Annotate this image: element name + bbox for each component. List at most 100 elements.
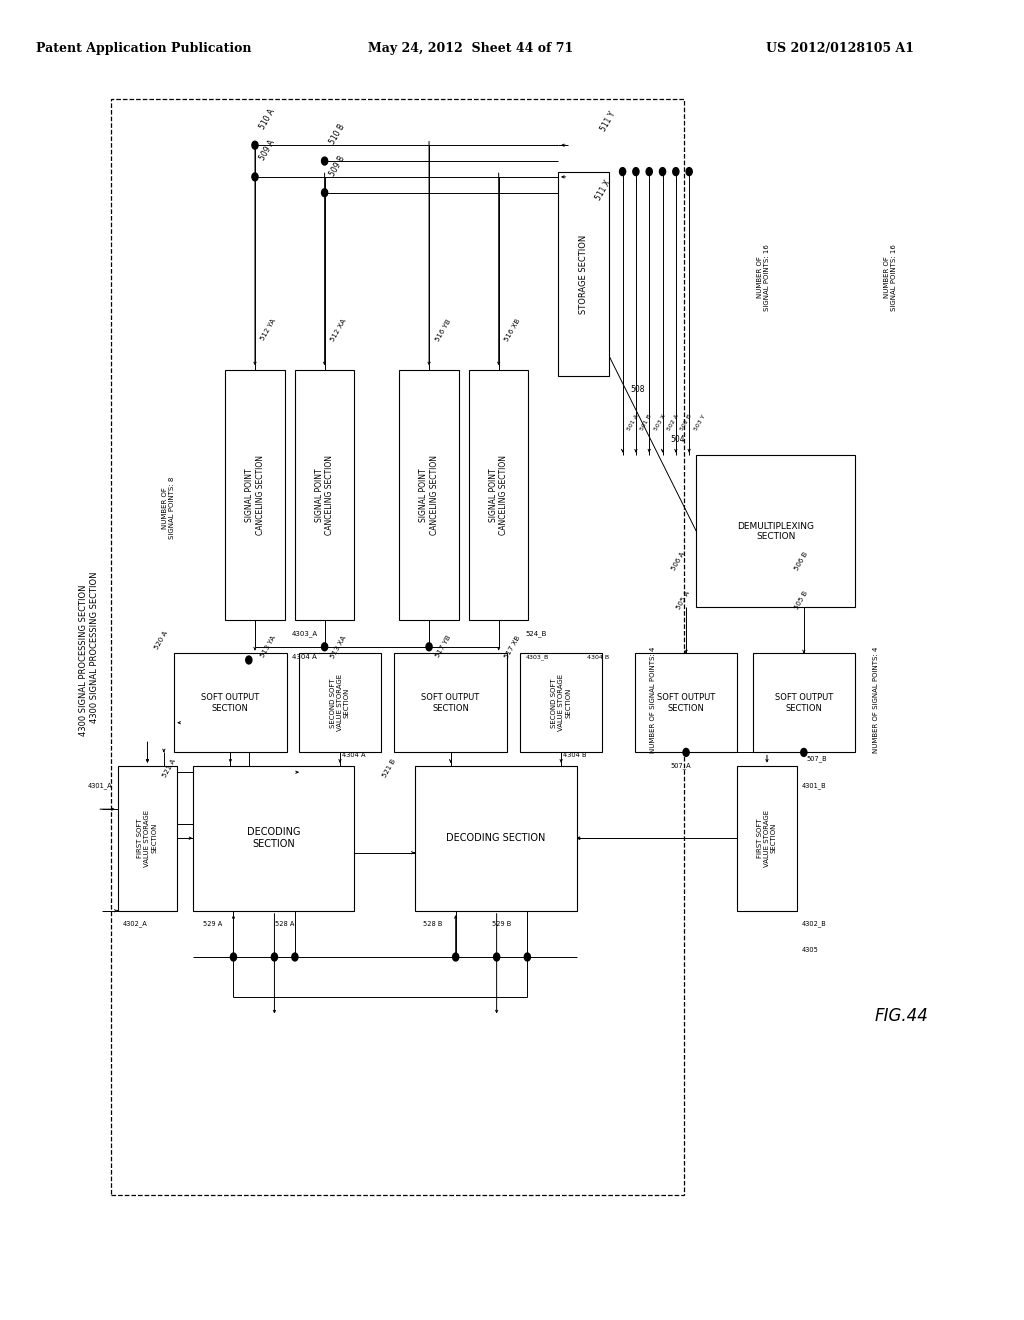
FancyBboxPatch shape [295, 370, 354, 620]
Text: 507_A: 507_A [671, 762, 691, 770]
Circle shape [246, 656, 252, 664]
Text: 4301_A: 4301_A [88, 781, 113, 789]
Circle shape [494, 953, 500, 961]
Circle shape [271, 953, 278, 961]
Circle shape [524, 953, 530, 961]
Text: 503 X: 503 X [653, 413, 667, 432]
Circle shape [633, 168, 639, 176]
Text: SOFT OUTPUT
SECTION: SOFT OUTPUT SECTION [422, 693, 479, 713]
Text: 4302_A: 4302_A [123, 920, 147, 928]
Text: SIGNAL POINT
CANCELING SECTION: SIGNAL POINT CANCELING SECTION [489, 455, 508, 535]
Circle shape [322, 643, 328, 651]
Text: FIRST SOFT
VALUE STORAGE
SECTION: FIRST SOFT VALUE STORAGE SECTION [757, 809, 777, 867]
Text: 516 YB: 516 YB [434, 318, 452, 342]
Text: NUMBER OF SIGNAL POINTS: 4: NUMBER OF SIGNAL POINTS: 4 [650, 647, 656, 752]
FancyBboxPatch shape [174, 653, 287, 752]
Text: 4300 SIGNAL PROCESSING SECTION: 4300 SIGNAL PROCESSING SECTION [90, 572, 98, 722]
Circle shape [292, 953, 298, 961]
Text: 506 B: 506 B [794, 550, 809, 572]
Text: 511 Y: 511 Y [599, 110, 617, 133]
Text: Patent Application Publication: Patent Application Publication [36, 42, 251, 55]
FancyBboxPatch shape [696, 455, 855, 607]
Text: 513 XA: 513 XA [330, 635, 347, 659]
Text: SIGNAL POINT
CANCELING SECTION: SIGNAL POINT CANCELING SECTION [246, 455, 264, 535]
Text: SOFT OUTPUT
SECTION: SOFT OUTPUT SECTION [775, 693, 833, 713]
Text: 506 A: 506 A [671, 550, 686, 572]
Text: 517 YB: 517 YB [434, 635, 452, 659]
FancyBboxPatch shape [558, 172, 609, 376]
Text: SOFT OUTPUT
SECTION: SOFT OUTPUT SECTION [657, 693, 715, 713]
Text: SECOND SOFT
VALUE STORAGE
SECTION: SECOND SOFT VALUE STORAGE SECTION [551, 675, 571, 731]
Text: 509 A: 509 A [258, 139, 276, 162]
Text: FIG.44: FIG.44 [874, 1007, 928, 1026]
Text: US 2012/0128105 A1: US 2012/0128105 A1 [766, 42, 913, 55]
Text: 4303_A: 4303_A [292, 630, 318, 638]
Circle shape [673, 168, 679, 176]
Text: May 24, 2012  Sheet 44 of 71: May 24, 2012 Sheet 44 of 71 [369, 42, 573, 55]
Text: 509 B: 509 B [328, 154, 346, 178]
FancyBboxPatch shape [225, 370, 285, 620]
Circle shape [426, 643, 432, 651]
Text: 4300 SIGNAL PROCESSING SECTION: 4300 SIGNAL PROCESSING SECTION [80, 585, 88, 735]
Text: SIGNAL POINT
CANCELING SECTION: SIGNAL POINT CANCELING SECTION [420, 455, 438, 535]
Text: SECOND SOFT
VALUE STORAGE
SECTION: SECOND SOFT VALUE STORAGE SECTION [330, 675, 350, 731]
FancyBboxPatch shape [753, 653, 855, 752]
Text: 4302_B: 4302_B [802, 920, 826, 928]
Circle shape [683, 748, 689, 756]
Circle shape [252, 173, 258, 181]
Circle shape [230, 953, 237, 961]
Text: DEMULTIPLEXING
SECTION: DEMULTIPLEXING SECTION [737, 521, 814, 541]
Text: NUMBER OF
SIGNAL POINTS: 8: NUMBER OF SIGNAL POINTS: 8 [163, 477, 175, 540]
Text: 510 B: 510 B [328, 123, 346, 147]
Circle shape [252, 141, 258, 149]
Text: 511 X: 511 X [594, 178, 612, 202]
Text: 512 YA: 512 YA [260, 318, 278, 342]
Text: 4304 A: 4304 A [292, 655, 316, 660]
Text: FIRST SOFT
VALUE STORAGE
SECTION: FIRST SOFT VALUE STORAGE SECTION [137, 809, 158, 867]
Circle shape [646, 168, 652, 176]
Text: 4304 A: 4304 A [342, 752, 366, 758]
Text: NUMBER OF
SIGNAL POINTS: 16: NUMBER OF SIGNAL POINTS: 16 [885, 244, 897, 310]
Text: SIGNAL POINT
CANCELING SECTION: SIGNAL POINT CANCELING SECTION [315, 455, 334, 535]
FancyBboxPatch shape [394, 653, 507, 752]
Circle shape [322, 157, 328, 165]
FancyBboxPatch shape [469, 370, 528, 620]
Text: NUMBER OF
SIGNAL POINTS: 16: NUMBER OF SIGNAL POINTS: 16 [758, 244, 770, 310]
Text: 510 A: 510 A [258, 107, 276, 131]
Text: 504: 504 [671, 436, 685, 444]
Text: 505 A: 505 A [676, 590, 691, 611]
Text: 528 A: 528 A [275, 921, 294, 927]
Text: 508: 508 [631, 385, 645, 393]
Text: 507_B: 507_B [807, 755, 827, 763]
Circle shape [801, 748, 807, 756]
Text: 501 A: 501 A [627, 413, 640, 432]
Text: 529 B: 529 B [493, 921, 511, 927]
Circle shape [686, 168, 692, 176]
Text: SOFT OUTPUT
SECTION: SOFT OUTPUT SECTION [202, 693, 259, 713]
Text: 512 XA: 512 XA [330, 318, 347, 342]
Text: DECODING
SECTION: DECODING SECTION [247, 828, 300, 849]
Text: 4304 B: 4304 B [563, 752, 587, 758]
Text: STORAGE SECTION: STORAGE SECTION [580, 234, 588, 314]
Circle shape [453, 953, 459, 961]
Text: 4304 B: 4304 B [587, 655, 609, 660]
FancyBboxPatch shape [399, 370, 459, 620]
Circle shape [659, 168, 666, 176]
Text: 4305: 4305 [802, 948, 818, 953]
Text: 503 Y: 503 Y [693, 413, 707, 432]
FancyBboxPatch shape [520, 653, 602, 752]
Text: 516 XB: 516 XB [504, 318, 521, 342]
Text: 505 B: 505 B [794, 590, 809, 611]
FancyBboxPatch shape [299, 653, 381, 752]
Text: DECODING SECTION: DECODING SECTION [445, 833, 546, 843]
Circle shape [322, 189, 328, 197]
Circle shape [620, 168, 626, 176]
FancyBboxPatch shape [193, 766, 354, 911]
Text: 520 A: 520 A [155, 630, 169, 651]
Text: 524_B: 524_B [525, 630, 547, 638]
Text: NUMBER OF SIGNAL POINTS: 4: NUMBER OF SIGNAL POINTS: 4 [872, 647, 879, 752]
Text: 513 YA: 513 YA [260, 635, 278, 659]
FancyBboxPatch shape [415, 766, 577, 911]
Text: 517 XB: 517 XB [504, 635, 521, 659]
Text: 502 B: 502 B [680, 413, 693, 432]
